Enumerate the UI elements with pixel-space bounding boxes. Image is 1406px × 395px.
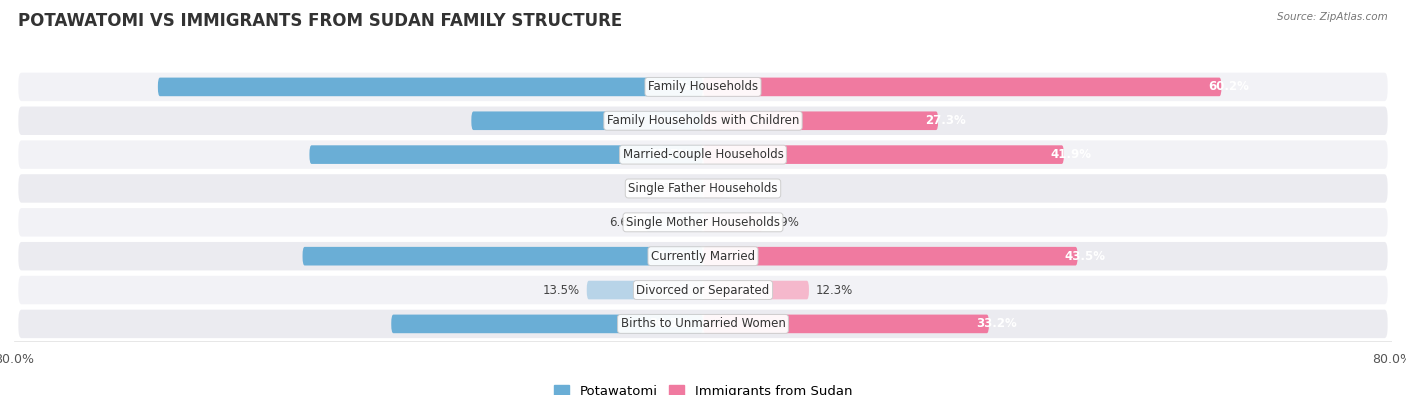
Text: 26.9%: 26.9% <box>650 114 690 127</box>
Text: Married-couple Households: Married-couple Households <box>623 148 783 161</box>
FancyBboxPatch shape <box>703 213 762 231</box>
Text: 2.5%: 2.5% <box>645 182 675 195</box>
FancyBboxPatch shape <box>471 111 703 130</box>
FancyBboxPatch shape <box>18 242 1388 271</box>
FancyBboxPatch shape <box>18 73 1388 101</box>
Text: Single Mother Households: Single Mother Households <box>626 216 780 229</box>
Text: Family Households with Children: Family Households with Children <box>607 114 799 127</box>
FancyBboxPatch shape <box>703 77 1222 96</box>
FancyBboxPatch shape <box>647 213 703 231</box>
Text: Single Father Households: Single Father Households <box>628 182 778 195</box>
FancyBboxPatch shape <box>586 281 703 299</box>
Text: Births to Unmarried Women: Births to Unmarried Women <box>620 318 786 330</box>
FancyBboxPatch shape <box>309 145 703 164</box>
Text: 13.5%: 13.5% <box>543 284 579 297</box>
FancyBboxPatch shape <box>391 314 703 333</box>
Text: 43.5%: 43.5% <box>1064 250 1105 263</box>
Text: 45.7%: 45.7% <box>650 148 690 161</box>
FancyBboxPatch shape <box>703 314 988 333</box>
FancyBboxPatch shape <box>703 145 1064 164</box>
Text: 27.3%: 27.3% <box>925 114 966 127</box>
Text: 41.9%: 41.9% <box>1050 148 1092 161</box>
Text: 6.9%: 6.9% <box>769 216 799 229</box>
Text: 2.4%: 2.4% <box>731 182 761 195</box>
FancyBboxPatch shape <box>703 247 1077 265</box>
Text: 6.6%: 6.6% <box>609 216 640 229</box>
Text: 60.2%: 60.2% <box>1209 81 1250 93</box>
Text: 12.3%: 12.3% <box>815 284 853 297</box>
FancyBboxPatch shape <box>302 247 703 265</box>
Text: 36.2%: 36.2% <box>650 318 690 330</box>
FancyBboxPatch shape <box>18 107 1388 135</box>
Text: Currently Married: Currently Married <box>651 250 755 263</box>
Text: 33.2%: 33.2% <box>976 318 1017 330</box>
FancyBboxPatch shape <box>18 208 1388 237</box>
Text: Family Households: Family Households <box>648 81 758 93</box>
FancyBboxPatch shape <box>682 179 703 198</box>
FancyBboxPatch shape <box>18 276 1388 304</box>
Legend: Potawatomi, Immigrants from Sudan: Potawatomi, Immigrants from Sudan <box>548 380 858 395</box>
FancyBboxPatch shape <box>157 77 703 96</box>
Text: 46.5%: 46.5% <box>650 250 690 263</box>
FancyBboxPatch shape <box>18 174 1388 203</box>
FancyBboxPatch shape <box>703 179 724 198</box>
FancyBboxPatch shape <box>703 281 808 299</box>
Text: 63.3%: 63.3% <box>650 81 690 93</box>
FancyBboxPatch shape <box>18 140 1388 169</box>
Text: Divorced or Separated: Divorced or Separated <box>637 284 769 297</box>
FancyBboxPatch shape <box>703 111 938 130</box>
Text: POTAWATOMI VS IMMIGRANTS FROM SUDAN FAMILY STRUCTURE: POTAWATOMI VS IMMIGRANTS FROM SUDAN FAMI… <box>18 12 623 30</box>
FancyBboxPatch shape <box>18 310 1388 338</box>
Text: Source: ZipAtlas.com: Source: ZipAtlas.com <box>1277 12 1388 22</box>
